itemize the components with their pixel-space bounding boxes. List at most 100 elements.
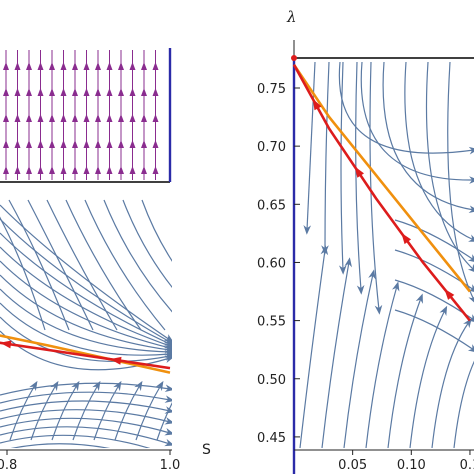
purple-field-arrow: [37, 166, 44, 174]
purple-field-arrow: [129, 114, 136, 122]
purple-field-arrow: [106, 114, 113, 122]
purple-field-arrow: [3, 166, 9, 174]
purple-field-arrow: [49, 140, 55, 148]
purple-field-arrow: [129, 88, 136, 96]
streamline: [0, 232, 172, 347]
right-y-axis-title: λ: [286, 8, 297, 26]
purple-field-arrow: [141, 88, 147, 96]
red-curve-arrow: [0, 340, 12, 349]
streamline: [394, 309, 474, 353]
purple-field-arrow: [95, 62, 101, 70]
streamline: [303, 61, 316, 235]
purple-field-arrow: [152, 140, 159, 148]
purple-field-arrow: [60, 140, 67, 148]
purple-field-arrow: [118, 166, 124, 174]
purple-field-arrow: [60, 62, 67, 70]
purple-field-arrow: [26, 140, 32, 148]
streamline: [0, 426, 172, 447]
purple-field-arrow: [72, 62, 78, 70]
streamline: [0, 409, 172, 425]
red-curve-right-arrows: [312, 98, 455, 300]
purple-field-arrow: [3, 114, 9, 122]
purple-field-arrow: [49, 114, 55, 122]
purple-field-arrow: [26, 88, 32, 96]
purple-field-arrow: [37, 140, 44, 148]
streamline: [360, 61, 474, 184]
streamline: [141, 199, 172, 262]
streamline: [431, 318, 472, 448]
orange-curve-left: [0, 334, 171, 374]
purple-field-arrow: [3, 62, 9, 70]
streamline: [338, 61, 347, 275]
purple-field-arrow: [106, 140, 113, 148]
purple-field-arrow: [106, 88, 113, 96]
purple-field-arrow: [60, 166, 67, 174]
purple-field-arrow: [152, 166, 159, 174]
purple-field-arrow: [26, 166, 32, 174]
streamline: [355, 61, 365, 295]
right-y-tick-label: 0.60: [257, 256, 286, 271]
streamline: [0, 216, 46, 331]
streamline: [0, 274, 172, 354]
purple-field-arrow: [118, 114, 124, 122]
purple-field-arrow: [118, 62, 124, 70]
streamline: [9, 380, 38, 441]
streamline: [453, 360, 474, 448]
purple-field-arrow: [49, 166, 55, 174]
streamline: [0, 382, 172, 396]
streamline: [321, 61, 330, 255]
streamline: [0, 391, 172, 404]
fixed-point: [291, 55, 297, 61]
purple-field-arrow: [141, 140, 147, 148]
purple-field-arrow: [83, 140, 90, 148]
purple-field-arrow: [14, 114, 21, 122]
purple-field-arrow: [129, 140, 136, 148]
right-y-tick-label: 0.75: [257, 82, 286, 97]
purple-field-arrow: [60, 114, 67, 122]
red-curve-arrow: [354, 166, 365, 178]
streamline: [84, 199, 166, 331]
purple-field-arrow: [129, 166, 136, 174]
right-y-tick-label: 0.45: [257, 431, 286, 446]
purple-field-arrow: [141, 114, 147, 122]
streamline: [0, 434, 151, 448]
purple-field-arrow: [95, 140, 101, 148]
red-curve-arrow: [110, 356, 122, 365]
purple-field-arrow: [95, 88, 101, 96]
right-x-tick-label: 0.10: [397, 458, 426, 473]
purple-field-arrow: [60, 88, 67, 96]
purple-field-arrow: [14, 62, 21, 70]
purple-field-arrow: [152, 62, 159, 70]
purple-field-arrow: [3, 140, 9, 148]
left-x-tick-label: 1.0: [160, 458, 181, 473]
purple-field-arrow: [129, 62, 136, 70]
purple-field-arrow: [49, 62, 55, 70]
streamline: [103, 199, 172, 313]
streamline: [0, 260, 172, 351]
purple-field-arrow: [118, 140, 124, 148]
right-x-tick-label: 0.05: [338, 458, 367, 473]
left-x-axis-title: S: [202, 442, 211, 458]
left-streamlines: [0, 199, 172, 448]
red-curve-arrow: [401, 232, 412, 245]
purple-field-arrow: [152, 88, 159, 96]
streamline: [114, 380, 143, 441]
streamline: [51, 380, 80, 441]
left-x-tick-label: 0.8: [0, 458, 17, 473]
streamline: [8, 199, 70, 331]
purple-field-arrow: [83, 62, 90, 70]
streamline: [0, 204, 172, 343]
right-y-tick-label: 0.50: [257, 373, 286, 388]
right-streamlines: [299, 61, 474, 448]
streamline: [156, 402, 172, 441]
purple-field-arrow: [14, 88, 21, 96]
streamline: [0, 288, 172, 356]
right-y-tick-label: 0.55: [257, 315, 286, 330]
streamline: [0, 218, 172, 345]
streamline: [404, 61, 474, 242]
streamline: [369, 61, 383, 315]
purple-field-arrow: [83, 88, 90, 96]
streamline: [447, 61, 474, 305]
purple-field-arrow: [141, 166, 147, 174]
streamline: [409, 305, 448, 448]
